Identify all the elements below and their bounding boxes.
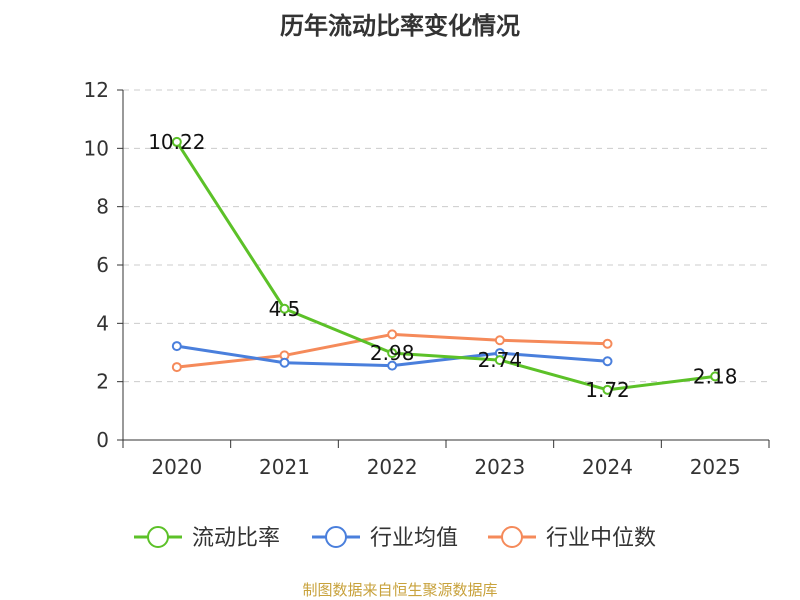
y-tick-label: 6 xyxy=(96,253,109,277)
data-point[interactable] xyxy=(279,303,290,314)
legend-label: 行业中位数 xyxy=(546,526,656,551)
data-label: 10.22 xyxy=(148,130,205,154)
legend-marker xyxy=(147,526,169,548)
data-point[interactable] xyxy=(387,348,398,359)
y-tick-label: 8 xyxy=(96,195,109,219)
chart-title: 历年流动比率变化情况 xyxy=(280,12,520,40)
data-point[interactable] xyxy=(387,329,398,340)
legend-label: 行业均值 xyxy=(370,526,458,551)
y-tick-label: 4 xyxy=(96,311,109,335)
x-tick-label-2025: 2025 xyxy=(690,455,741,479)
y-tick-label: 12 xyxy=(84,78,109,102)
x-tick-label-2022: 2022 xyxy=(367,455,418,479)
data-label: 1.72 xyxy=(585,378,630,402)
data-point[interactable] xyxy=(171,136,182,147)
series-lines xyxy=(171,136,721,395)
x-tick-label-2020: 2020 xyxy=(151,455,202,479)
y-tick-label: 2 xyxy=(96,370,109,394)
data-point[interactable] xyxy=(494,355,505,366)
data-label: 2.74 xyxy=(478,348,523,372)
data-point[interactable] xyxy=(171,341,182,352)
data-point[interactable] xyxy=(171,362,182,373)
y-tick-label: 10 xyxy=(84,136,109,160)
x-tick-label-2021: 2021 xyxy=(259,455,310,479)
series-行业均值 xyxy=(171,341,613,371)
data-label: 4.5 xyxy=(269,297,301,321)
legend-item-流动比率[interactable]: 流动比率 xyxy=(134,526,280,551)
legend-label: 流动比率 xyxy=(192,526,280,551)
data-labels: 10.22 4.5 2.98 2.74 1.72 2.18 xyxy=(148,130,737,402)
data-point[interactable] xyxy=(710,371,721,382)
legend-item-行业中位数[interactable]: 行业中位数 xyxy=(488,526,656,551)
x-tick-label-2023: 2023 xyxy=(474,455,525,479)
grid-lines xyxy=(123,89,769,383)
legend-marker xyxy=(325,526,347,548)
x-tick-label-2024: 2024 xyxy=(582,455,633,479)
source-note: 制图数据来自恒生聚源数据库 xyxy=(302,581,498,599)
data-point[interactable] xyxy=(602,384,613,395)
legend-marker xyxy=(501,526,523,548)
series-流动比率 xyxy=(171,136,721,395)
data-point[interactable] xyxy=(279,357,290,368)
data-point[interactable] xyxy=(387,360,398,371)
legend: 流动比率 行业均值 行业中位数 xyxy=(134,526,656,551)
data-label: 2.98 xyxy=(370,341,415,365)
axes: 0 2 4 6 8 10 12 2020 2021 2022 2023 2024 2025 xyxy=(84,78,770,479)
data-point[interactable] xyxy=(602,356,613,367)
data-point[interactable] xyxy=(494,335,505,346)
data-point[interactable] xyxy=(602,338,613,349)
data-label: 2.18 xyxy=(693,364,738,388)
series-line-流动比率 xyxy=(175,141,716,392)
y-tick-label: 0 xyxy=(96,428,109,452)
legend-item-行业均值[interactable]: 行业均值 xyxy=(312,526,458,551)
